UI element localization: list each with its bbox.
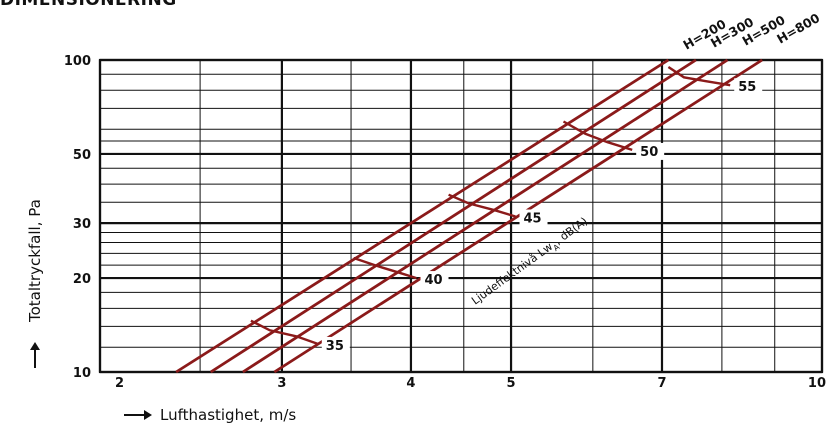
sound-level-label-bg	[321, 336, 350, 354]
sound-level-label-bg	[519, 209, 548, 227]
y-tick-label: 30	[73, 217, 91, 232]
x-tick-label: 7	[657, 376, 666, 391]
sound-isoline	[250, 319, 319, 346]
y-tick-label: 20	[73, 272, 91, 287]
sound-isoline	[448, 193, 516, 218]
y-axis-arrow-head	[30, 342, 40, 350]
x-axis-arrow-head	[144, 410, 152, 420]
sound-level-label: 45	[524, 212, 542, 227]
x-tick-label: 5	[507, 376, 516, 391]
sound-level-annotation: Ljudeffektnivå LwA, dB(A)	[469, 215, 592, 310]
plot-frame	[98, 58, 824, 374]
sound-level-label: 40	[425, 273, 443, 288]
sound-isoline	[353, 256, 417, 280]
series-line-h-300	[209, 58, 697, 374]
sound-isoline	[562, 120, 633, 152]
sound-level-label-bg	[636, 142, 665, 160]
sound-level-label: 55	[738, 80, 756, 95]
sound-level-label-bg	[734, 78, 763, 96]
sound-level-label-bg	[420, 271, 449, 289]
sound-isoline	[667, 66, 731, 87]
y-tick-label: 10	[73, 366, 91, 381]
chart-heading: DIMENSIONERING	[0, 0, 177, 10]
x-tick-label: 10	[808, 376, 826, 391]
x-axis-title: Lufthastighet, m/s	[160, 406, 296, 424]
series-line-h-800	[273, 58, 763, 374]
x-tick-label: 2	[115, 376, 124, 391]
x-tick-label: 4	[406, 376, 415, 391]
x-tick-label: 3	[277, 376, 286, 391]
y-axis-title: Totaltryckfall, Pa	[26, 199, 44, 323]
series-line-h-200	[175, 58, 670, 374]
sound-level-label: 35	[326, 339, 344, 354]
series-line-h-500	[242, 58, 729, 374]
y-tick-label: 50	[73, 148, 91, 163]
sound-level-label: 50	[640, 145, 658, 160]
y-tick-label: 100	[64, 54, 91, 69]
